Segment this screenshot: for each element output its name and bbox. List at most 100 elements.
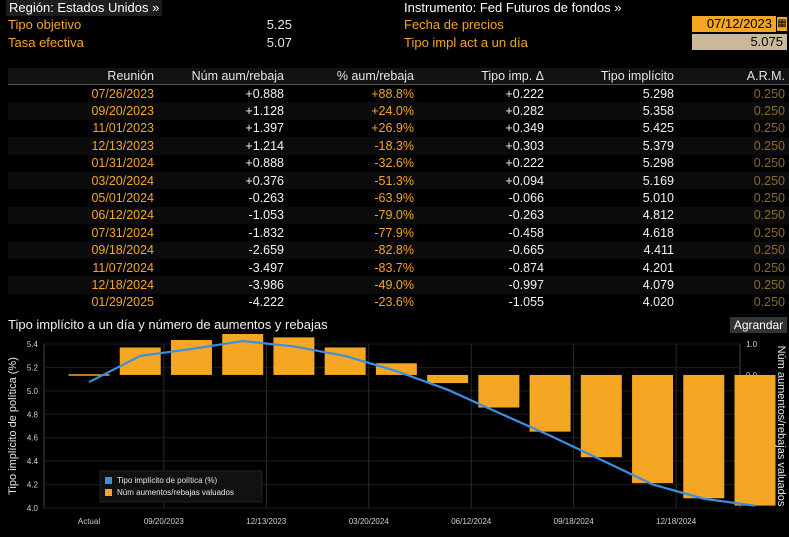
expand-button[interactable]: Agrandar <box>730 317 787 333</box>
cell-reunion: 07/31/2024 <box>91 225 154 240</box>
cell-num-aum: -2.659 <box>158 241 288 259</box>
cell-tipo-implicito: 4.411 <box>548 241 678 259</box>
cell-tipo-delta: -0.066 <box>508 191 544 206</box>
table-row[interactable]: 05/01/2024 -0.263 -63.9% -0.066 5.010 0.250 <box>8 189 789 206</box>
cell-pct-aum: -82.8% <box>288 241 418 259</box>
cell-tipo-implicito: 4.079 <box>548 276 678 294</box>
cell-pct-aum: -18.3% <box>288 137 418 155</box>
price-date-input[interactable]: 07/12/2023 <box>692 16 776 32</box>
y-right-axis-title: Núm aumentos/rebajas valuados <box>775 346 787 507</box>
instrument-selector[interactable]: Instrumento: Fed Futuros de fondos » <box>404 0 622 15</box>
cell-arm: 0.250 <box>678 241 789 259</box>
legend-label-bar: Núm aumentos/rebajas valuados <box>117 488 234 497</box>
region-selector[interactable]: Región: Estados Unidos » <box>6 0 163 16</box>
cell-arm: 0.250 <box>753 121 785 136</box>
cell-tipo-implicito: 5.298 <box>642 86 674 101</box>
col-header-reunion[interactable]: Reunión <box>8 68 158 85</box>
tasa-efectiva-value: 5.07 <box>266 35 292 50</box>
y-left-tick-label: 4.2 <box>27 481 39 490</box>
table-row[interactable]: 07/31/2024 -1.832 -77.9% -0.458 4.618 0.250 <box>8 224 789 241</box>
cell-reunion: 11/07/2024 <box>92 260 154 275</box>
legend-swatch-line <box>105 477 112 484</box>
implied-rate-chart: 5.45.25.04.84.64.44.24.01.00.0-1.0-2.0-3… <box>7 334 787 526</box>
table-row[interactable]: 01/29/2025 -4.222 -23.6% -1.055 4.020 0.250 <box>8 294 789 311</box>
x-tick-label: Actual <box>78 517 100 526</box>
cell-reunion: 12/18/2024 <box>8 276 158 294</box>
cell-tipo-delta: -0.458 <box>508 225 544 240</box>
cell-tipo-implicito: 4.201 <box>642 260 674 275</box>
cell-num-aum: -1.832 <box>248 225 284 240</box>
x-tick-label: 12/13/2023 <box>246 517 287 526</box>
cell-pct-aum: +26.9% <box>371 121 414 136</box>
table-row[interactable]: 09/20/2023 +1.128 +24.0% +0.282 5.358 0.250 <box>8 102 789 120</box>
cell-tipo-implicito: 5.358 <box>548 102 678 120</box>
cell-reunion: 07/26/2023 <box>91 86 154 101</box>
col-header-pct-aum[interactable]: % aum/rebaja <box>288 68 418 85</box>
cell-tipo-delta: +0.349 <box>505 121 544 136</box>
table-row[interactable]: 01/31/2024 +0.888 -32.6% +0.222 5.298 0.250 <box>8 155 789 172</box>
implied-rate-line <box>88 339 756 507</box>
cell-reunion: 01/29/2025 <box>91 295 154 310</box>
bar <box>427 374 469 384</box>
cell-tipo-implicito: 4.020 <box>642 295 674 310</box>
bar <box>170 340 212 375</box>
cell-tipo-delta: -0.263 <box>418 206 548 225</box>
cell-reunion: 03/20/2024 <box>8 171 158 190</box>
cell-tipo-implicito: 4.812 <box>548 206 678 225</box>
cell-tipo-implicito: 5.379 <box>548 137 678 155</box>
cell-num-aum: -0.263 <box>248 191 284 206</box>
y-left-tick-label: 4.8 <box>27 410 39 419</box>
legend-label-line: Tipo implícito de política (%) <box>117 476 218 485</box>
y-left-axis-title: Tipo implícito de política (%) <box>7 357 19 495</box>
overnight-rate-field[interactable]: 5.075 <box>692 34 787 50</box>
col-header-num-aum[interactable]: Núm aum/rebaja <box>158 68 288 85</box>
cell-reunion: 05/01/2024 <box>91 191 154 206</box>
cell-pct-aum: -83.7% <box>374 260 414 275</box>
cell-pct-aum: -79.0% <box>288 206 418 225</box>
table-row[interactable]: 07/26/2023 +0.888 +88.8% +0.222 5.298 0.250 <box>8 85 789 103</box>
tasa-efectiva-label: Tasa efectiva <box>8 35 84 50</box>
cell-arm: 0.250 <box>678 206 789 225</box>
table-row[interactable]: 12/13/2023 +1.214 -18.3% +0.303 5.379 0.250 <box>8 137 789 155</box>
table-row[interactable]: 11/07/2024 -3.497 -83.7% -0.874 4.201 0.250 <box>8 259 789 276</box>
col-header-tipo-delta[interactable]: Tipo imp. Δ <box>418 68 548 85</box>
cell-pct-aum: -49.0% <box>288 276 418 294</box>
cell-pct-aum: -23.6% <box>374 295 414 310</box>
cell-pct-aum: -63.9% <box>374 191 414 206</box>
tipo-impl-label: Tipo impl act a un día <box>404 35 528 50</box>
chart-title: Tipo implícito a un día y número de aume… <box>8 317 328 332</box>
table-row[interactable]: 12/18/2024 -3.986 -49.0% -0.997 4.079 0.250 <box>8 276 789 294</box>
col-header-tipo-implicito[interactable]: Tipo implícito <box>548 68 678 85</box>
x-tick-label: 03/20/2024 <box>349 517 390 526</box>
col-header-arm[interactable]: A.R.M. <box>678 68 789 85</box>
y-left-tick-label: 5.4 <box>27 340 39 349</box>
table-row[interactable]: 06/12/2024 -1.053 -79.0% -0.263 4.812 0.250 <box>8 206 789 225</box>
bar <box>580 374 622 458</box>
cell-num-aum: +1.214 <box>158 137 288 155</box>
x-tick-label: 12/18/2024 <box>656 517 697 526</box>
cell-num-aum: +1.128 <box>158 102 288 120</box>
cell-arm: 0.250 <box>678 137 789 155</box>
bar <box>734 374 776 506</box>
x-tick-label: 06/12/2024 <box>451 517 492 526</box>
bar <box>529 374 571 432</box>
cell-reunion: 12/13/2023 <box>8 137 158 155</box>
cell-reunion: 09/18/2024 <box>8 241 158 259</box>
cell-arm: 0.250 <box>678 171 789 190</box>
table-row[interactable]: 09/18/2024 -2.659 -82.8% -0.665 4.411 0.250 <box>8 241 789 259</box>
cell-num-aum: +0.888 <box>245 156 284 171</box>
cell-num-aum: -3.497 <box>248 260 284 275</box>
y-left-tick-label: 5.2 <box>27 363 39 372</box>
table-row[interactable]: 03/20/2024 +0.376 -51.3% +0.094 5.169 0.250 <box>8 171 789 190</box>
table-row[interactable]: 11/01/2023 +1.397 +26.9% +0.349 5.425 0.250 <box>8 120 789 137</box>
tipo-objetivo-label: Tipo objetivo <box>8 17 82 32</box>
cell-tipo-delta: +0.282 <box>418 102 548 120</box>
calendar-icon[interactable]: ▦ <box>777 17 787 31</box>
y-left-tick-label: 4.0 <box>27 504 39 513</box>
cell-tipo-delta: -0.997 <box>418 276 548 294</box>
table-header-row: Reunión Núm aum/rebaja % aum/rebaja Tipo… <box>8 68 789 85</box>
cell-tipo-delta: -1.055 <box>508 295 544 310</box>
cell-tipo-implicito: 5.010 <box>642 191 674 206</box>
legend <box>99 470 263 503</box>
cell-tipo-delta: +0.222 <box>505 156 544 171</box>
